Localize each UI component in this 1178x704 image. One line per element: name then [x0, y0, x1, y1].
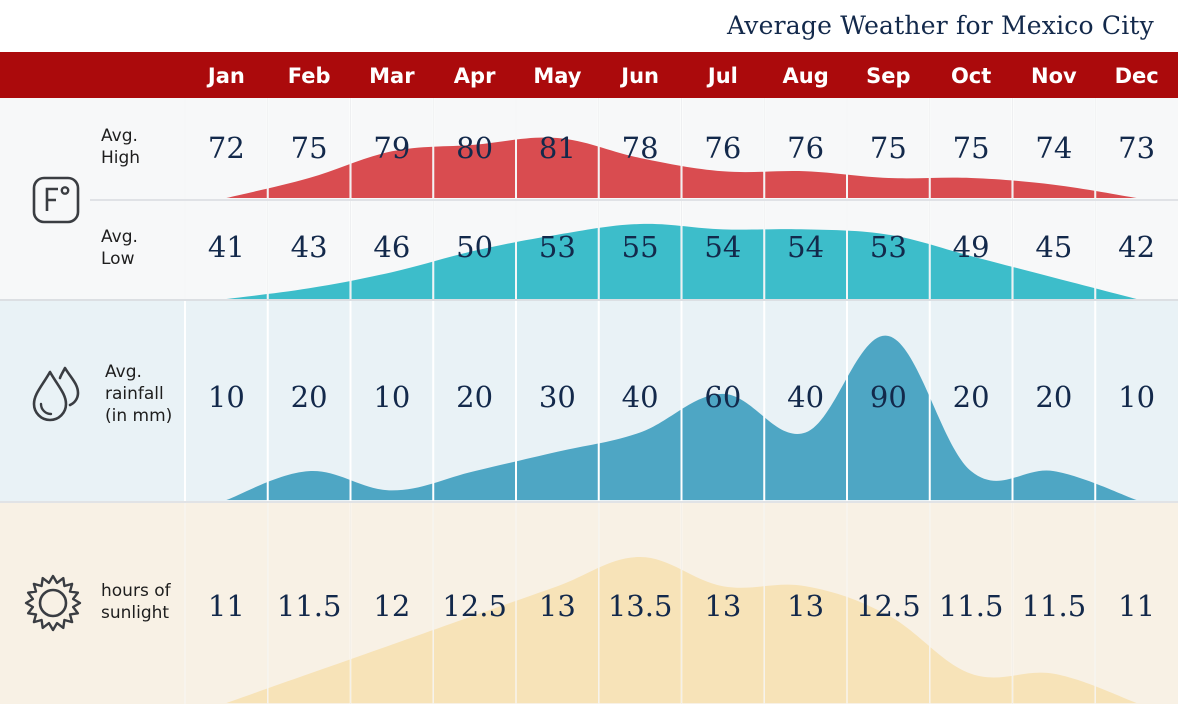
- value-sun-may: 13: [538, 589, 576, 623]
- row-label-line: High: [101, 148, 141, 168]
- value-rain-sep: 90: [869, 380, 907, 414]
- value-low-may: 53: [538, 230, 576, 264]
- value-high-aug: 76: [787, 131, 825, 165]
- value-high-nov: 74: [1035, 131, 1073, 165]
- row-label-sunlight: hours of sunlight: [101, 580, 171, 624]
- value-low-jan: 41: [207, 230, 245, 264]
- row-label-line: Avg.: [105, 362, 142, 382]
- value-rain-feb: 20: [290, 380, 328, 414]
- value-rain-jul: 60: [704, 380, 742, 414]
- value-sun-jan: 11: [207, 589, 245, 623]
- value-sun-dec: 11: [1118, 589, 1156, 623]
- month-label-dec: Dec: [1114, 64, 1159, 88]
- month-label-jul: Jul: [707, 64, 738, 88]
- row-label-line: hours of: [101, 581, 171, 601]
- value-low-oct: 49: [952, 230, 990, 264]
- value-rain-apr: 20: [456, 380, 494, 414]
- month-label-nov: Nov: [1031, 64, 1077, 88]
- month-label-apr: Apr: [453, 64, 496, 88]
- raindrops-icon: [32, 366, 80, 422]
- value-sun-oct: 11.5: [938, 589, 1004, 623]
- value-low-dec: 42: [1118, 230, 1156, 264]
- value-high-feb: 75: [290, 131, 328, 165]
- value-high-may: 81: [538, 131, 576, 165]
- value-low-mar: 46: [373, 230, 411, 264]
- value-rain-aug: 40: [787, 380, 825, 414]
- value-low-jun: 55: [621, 230, 659, 264]
- month-label-mar: Mar: [369, 64, 415, 88]
- value-rain-oct: 20: [952, 380, 990, 414]
- value-sun-apr: 12.5: [442, 589, 507, 623]
- value-low-aug: 54: [787, 230, 825, 264]
- value-sun-jul: 13: [704, 589, 742, 623]
- value-high-jan: 72: [207, 131, 245, 165]
- value-low-sep: 53: [869, 230, 907, 264]
- sun-icon: [24, 574, 82, 632]
- row-label-line: sunlight: [101, 603, 170, 623]
- value-sun-feb: 11.5: [276, 589, 342, 623]
- row-label-line: (in mm): [105, 406, 173, 426]
- month-label-may: May: [533, 64, 582, 88]
- row-label-rainfall: Avg. rainfall (in mm): [105, 361, 172, 427]
- value-rain-jun: 40: [621, 380, 659, 414]
- value-sun-sep: 12.5: [856, 589, 921, 623]
- month-label-feb: Feb: [287, 64, 331, 88]
- value-high-dec: 73: [1118, 131, 1156, 165]
- sun-rays: [24, 574, 82, 632]
- value-low-jul: 54: [704, 230, 742, 264]
- month-label-jan: Jan: [207, 64, 245, 88]
- row-label-high: Avg. High: [101, 125, 140, 169]
- month-label-sep: Sep: [866, 64, 911, 88]
- value-rain-may: 30: [538, 380, 576, 414]
- value-rain-jan: 10: [207, 380, 245, 414]
- month-label-jun: Jun: [621, 64, 659, 88]
- page-title: Average Weather for Mexico City: [727, 11, 1154, 40]
- value-rain-mar: 10: [373, 380, 411, 414]
- row-label-line: Avg.: [101, 227, 138, 247]
- value-high-oct: 75: [952, 131, 990, 165]
- month-header: Jan Feb Mar Apr May Jun Jul Aug Sep Oct Nov Dec: [0, 52, 1178, 98]
- row-label-line: Low: [101, 249, 135, 269]
- value-rain-dec: 10: [1118, 380, 1156, 414]
- value-sun-aug: 13: [787, 589, 825, 623]
- value-rain-nov: 20: [1035, 380, 1073, 414]
- month-label-oct: Oct: [950, 64, 992, 88]
- value-sun-nov: 11.5: [1021, 589, 1087, 623]
- value-high-jun: 78: [621, 131, 659, 165]
- row-label-line: Avg.: [101, 126, 138, 146]
- row-label-low: Avg. Low: [101, 226, 138, 270]
- value-high-sep: 75: [869, 131, 907, 165]
- value-sun-mar: 12: [373, 589, 411, 623]
- value-high-jul: 76: [704, 131, 742, 165]
- value-low-feb: 43: [290, 230, 328, 264]
- value-high-mar: 79: [373, 131, 411, 165]
- month-label-aug: Aug: [782, 64, 829, 88]
- value-low-nov: 45: [1035, 230, 1073, 264]
- value-sun-jun: 13.5: [607, 589, 673, 623]
- fahrenheit-icon: [32, 176, 80, 224]
- value-low-apr: 50: [456, 230, 494, 264]
- value-high-apr: 80: [456, 131, 494, 165]
- row-label-line: rainfall: [105, 384, 164, 404]
